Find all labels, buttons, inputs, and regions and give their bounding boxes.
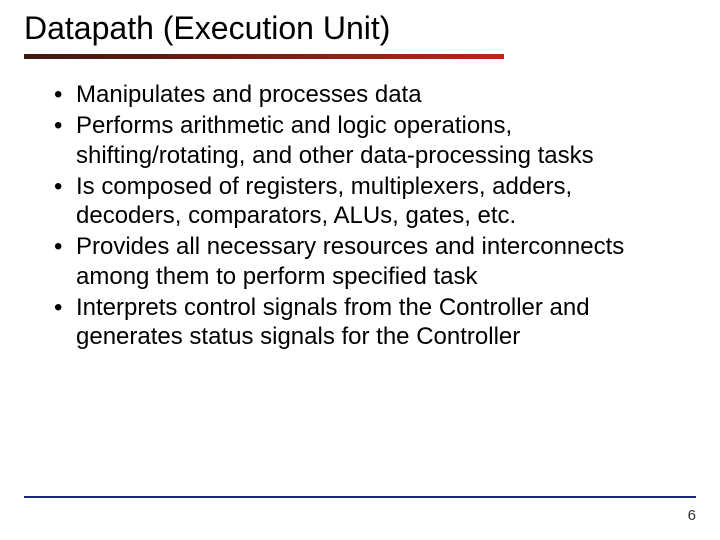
bullet-dot-icon: • [54,172,76,231]
list-item: • Interprets control signals from the Co… [54,293,670,352]
list-item: • Performs arithmetic and logic operatio… [54,111,670,170]
bullet-dot-icon: • [54,293,76,352]
list-item: • Provides all necessary resources and i… [54,232,670,291]
title-underline [24,54,504,59]
list-item: • Manipulates and processes data [54,80,670,109]
bullet-text: Manipulates and processes data [76,80,670,109]
bullet-dot-icon: • [54,232,76,291]
bullet-dot-icon: • [54,80,76,109]
slide: Datapath (Execution Unit) • Manipulates … [0,0,720,540]
bullet-list: • Manipulates and processes data • Perfo… [54,80,670,353]
bullet-dot-icon: • [54,111,76,170]
page-number: 6 [688,507,696,524]
bullet-text: Performs arithmetic and logic operations… [76,111,670,170]
bullet-text: Interprets control signals from the Cont… [76,293,670,352]
bullet-text: Provides all necessary resources and int… [76,232,670,291]
slide-title: Datapath (Execution Unit) [24,10,390,47]
list-item: • Is composed of registers, multiplexers… [54,172,670,231]
bottom-divider [24,496,696,498]
bullet-text: Is composed of registers, multiplexers, … [76,172,670,231]
